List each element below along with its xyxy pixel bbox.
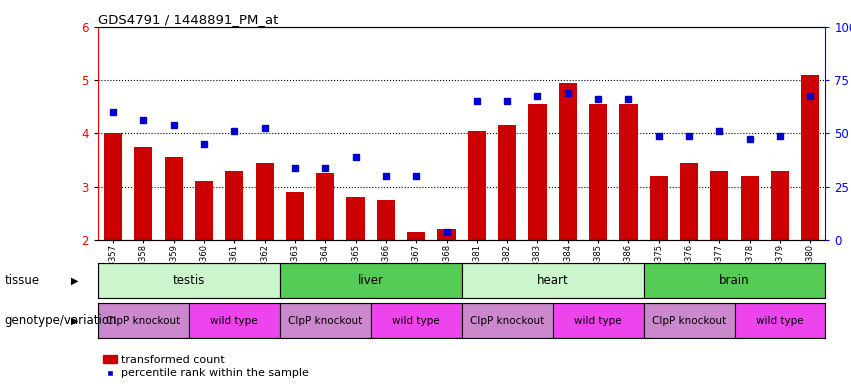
Bar: [164, 157, 183, 240]
Text: liver: liver: [357, 274, 384, 287]
Text: wild type: wild type: [757, 316, 804, 326]
Text: ClpP knockout: ClpP knockout: [652, 316, 726, 326]
Bar: [740, 176, 759, 240]
Text: tissue: tissue: [4, 274, 39, 287]
Bar: [498, 126, 517, 240]
Text: GDS4791 / 1448891_PM_at: GDS4791 / 1448891_PM_at: [98, 13, 278, 26]
Bar: [437, 229, 455, 240]
Bar: [461, 303, 552, 338]
Bar: [643, 263, 825, 298]
Bar: [528, 104, 546, 240]
Text: ▶: ▶: [71, 316, 78, 326]
Bar: [104, 134, 123, 240]
Legend: transformed count, percentile rank within the sample: transformed count, percentile rank withi…: [104, 355, 309, 379]
Bar: [407, 232, 426, 240]
Text: ClpP knockout: ClpP knockout: [288, 316, 363, 326]
Text: brain: brain: [719, 274, 750, 287]
Bar: [377, 200, 395, 240]
Bar: [620, 104, 637, 240]
Text: testis: testis: [173, 274, 205, 287]
Bar: [552, 303, 643, 338]
Bar: [643, 303, 734, 338]
Text: heart: heart: [537, 274, 568, 287]
Bar: [461, 263, 643, 298]
Text: wild type: wild type: [574, 316, 622, 326]
Bar: [98, 303, 189, 338]
Bar: [802, 75, 820, 240]
Bar: [589, 104, 608, 240]
Bar: [558, 83, 577, 240]
Bar: [771, 171, 789, 240]
Bar: [134, 147, 152, 240]
Bar: [189, 303, 280, 338]
Text: wild type: wild type: [210, 316, 258, 326]
Bar: [317, 174, 334, 240]
Bar: [195, 181, 213, 240]
Bar: [280, 263, 461, 298]
Bar: [711, 171, 728, 240]
Text: ClpP knockout: ClpP knockout: [106, 316, 180, 326]
Bar: [346, 197, 365, 240]
Text: genotype/variation: genotype/variation: [4, 314, 117, 327]
Bar: [98, 263, 280, 298]
Bar: [734, 303, 825, 338]
Text: ClpP knockout: ClpP knockout: [470, 316, 545, 326]
Text: ▶: ▶: [71, 275, 78, 285]
Text: wild type: wild type: [392, 316, 440, 326]
Bar: [226, 171, 243, 240]
Bar: [468, 131, 486, 240]
Bar: [649, 176, 668, 240]
Bar: [255, 163, 274, 240]
Bar: [371, 303, 461, 338]
Bar: [680, 163, 698, 240]
Bar: [280, 303, 371, 338]
Bar: [286, 192, 304, 240]
